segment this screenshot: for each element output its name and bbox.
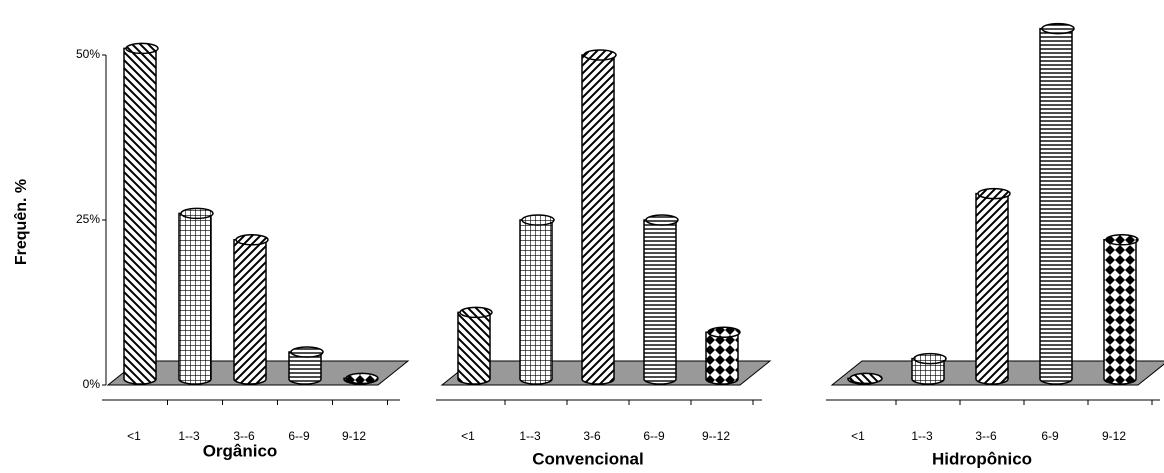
bar — [457, 306, 493, 385]
bar — [1039, 22, 1075, 385]
bar-body — [123, 47, 157, 385]
x-tick-label: 9-12 — [342, 429, 366, 443]
bar-top — [645, 214, 679, 226]
bar-top — [583, 49, 617, 61]
bar — [288, 346, 324, 385]
chart-title: Hidropônico — [932, 449, 1032, 468]
bar-top — [849, 372, 883, 385]
bar — [581, 49, 617, 385]
bar — [178, 207, 214, 385]
bar — [1103, 234, 1139, 385]
x-tick-label: 9--12 — [702, 429, 730, 443]
bar-body — [457, 311, 491, 385]
y-tick-label: 0% — [83, 377, 101, 391]
bar — [643, 214, 679, 385]
bar-body — [233, 239, 267, 385]
x-tick-label: 1--3 — [911, 429, 933, 443]
bar-body — [643, 219, 677, 385]
bar-top — [235, 234, 269, 246]
bar-body — [178, 212, 212, 385]
bar-top — [459, 306, 493, 319]
bar — [975, 187, 1011, 385]
bar — [847, 372, 883, 385]
x-tick-label: 1--3 — [178, 429, 200, 443]
x-tick-label: 3--6 — [975, 429, 997, 443]
bar-body — [705, 331, 739, 385]
x-tick-label: 6-9 — [1041, 429, 1059, 443]
bar — [233, 234, 269, 385]
x-tick-label: 3-6 — [583, 429, 601, 443]
chart-title: Orgânico — [203, 441, 278, 460]
x-tick-label: <1 — [461, 429, 475, 443]
bar-top — [290, 346, 324, 358]
bar-body — [911, 357, 945, 385]
x-tick-label: 6--9 — [288, 429, 310, 443]
bar — [705, 326, 741, 385]
bar-top — [1105, 234, 1139, 246]
y-tick-label: 50% — [76, 47, 100, 61]
bar-top — [125, 42, 159, 55]
bar — [519, 214, 555, 385]
bar — [123, 42, 159, 385]
bar-top — [977, 187, 1011, 200]
x-tick-label: 6--9 — [643, 429, 665, 443]
x-tick-label: 9-12 — [1102, 429, 1126, 443]
chart-title: Convencional — [532, 449, 643, 468]
bar-body — [581, 54, 615, 385]
bar — [343, 372, 379, 385]
x-tick-label: <1 — [127, 429, 141, 443]
x-tick-label: 3--6 — [233, 429, 255, 443]
y-axis-label: Frequên. % — [13, 179, 30, 265]
bar-body — [1039, 27, 1073, 385]
bar-top — [913, 352, 947, 365]
bar-body — [288, 351, 322, 385]
bar-top — [707, 326, 741, 338]
bar-top — [180, 207, 214, 220]
bar-top — [1041, 22, 1075, 35]
bar-body — [1103, 239, 1137, 385]
y-tick-label: 25% — [76, 212, 100, 226]
bar-top — [521, 214, 555, 226]
bar-top — [345, 372, 379, 385]
x-tick-label: 1--3 — [519, 429, 541, 443]
bar-body — [975, 192, 1009, 385]
x-tick-label: <1 — [851, 429, 865, 443]
bar-body — [519, 219, 553, 385]
bar — [911, 352, 947, 385]
